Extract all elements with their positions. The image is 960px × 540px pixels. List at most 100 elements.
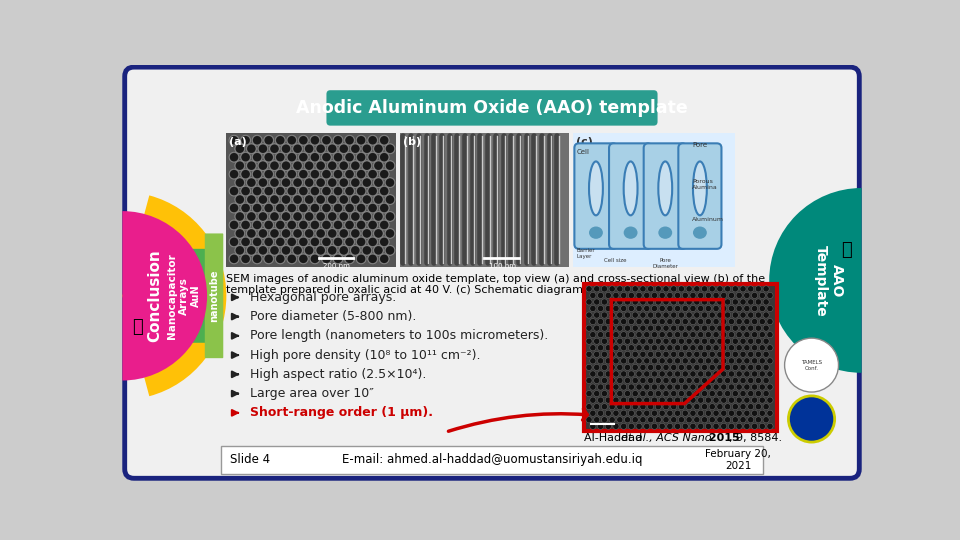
- Circle shape: [640, 392, 645, 396]
- Circle shape: [683, 359, 687, 363]
- Circle shape: [686, 339, 691, 343]
- Circle shape: [629, 333, 634, 337]
- FancyBboxPatch shape: [326, 90, 658, 126]
- Circle shape: [709, 339, 714, 343]
- Circle shape: [387, 196, 394, 203]
- Text: Barrier
Layer: Barrier Layer: [577, 248, 595, 259]
- Circle shape: [633, 313, 637, 318]
- Circle shape: [610, 352, 614, 356]
- Circle shape: [381, 187, 388, 194]
- Ellipse shape: [624, 161, 637, 215]
- Circle shape: [271, 145, 278, 152]
- Circle shape: [276, 221, 284, 228]
- Circle shape: [340, 145, 348, 152]
- Circle shape: [741, 326, 745, 330]
- Circle shape: [648, 352, 653, 356]
- Circle shape: [364, 145, 371, 152]
- Circle shape: [242, 255, 249, 262]
- Circle shape: [317, 213, 324, 220]
- Ellipse shape: [693, 226, 707, 239]
- Circle shape: [640, 378, 645, 383]
- Circle shape: [726, 339, 730, 343]
- Circle shape: [768, 372, 772, 376]
- Circle shape: [733, 326, 737, 330]
- Circle shape: [764, 378, 768, 383]
- Circle shape: [590, 319, 595, 324]
- Circle shape: [713, 306, 718, 311]
- Text: (a): (a): [229, 137, 247, 147]
- Circle shape: [629, 293, 634, 298]
- Circle shape: [375, 179, 382, 186]
- Circle shape: [358, 154, 365, 161]
- Circle shape: [305, 162, 313, 169]
- Circle shape: [375, 213, 382, 220]
- Circle shape: [288, 171, 296, 178]
- Circle shape: [667, 333, 672, 337]
- FancyBboxPatch shape: [573, 132, 734, 267]
- Circle shape: [713, 411, 718, 416]
- Circle shape: [358, 137, 365, 144]
- Circle shape: [633, 352, 637, 356]
- Circle shape: [709, 378, 714, 383]
- Circle shape: [587, 326, 591, 330]
- Circle shape: [375, 230, 382, 237]
- Circle shape: [749, 300, 753, 304]
- Circle shape: [663, 378, 668, 383]
- Ellipse shape: [589, 161, 603, 215]
- Circle shape: [328, 213, 336, 220]
- Circle shape: [741, 392, 745, 396]
- Circle shape: [323, 137, 330, 144]
- Circle shape: [679, 378, 684, 383]
- Circle shape: [253, 255, 260, 262]
- Circle shape: [334, 137, 342, 144]
- Circle shape: [625, 417, 630, 422]
- Circle shape: [387, 213, 394, 220]
- Circle shape: [610, 392, 614, 396]
- Circle shape: [288, 221, 296, 228]
- Circle shape: [760, 384, 764, 389]
- Circle shape: [648, 313, 653, 318]
- Circle shape: [644, 411, 649, 416]
- Circle shape: [328, 162, 336, 169]
- Circle shape: [730, 398, 733, 402]
- Circle shape: [613, 398, 618, 402]
- Circle shape: [756, 300, 760, 304]
- Circle shape: [644, 319, 649, 324]
- Circle shape: [698, 398, 703, 402]
- Circle shape: [282, 196, 290, 203]
- Circle shape: [667, 306, 672, 311]
- Circle shape: [587, 300, 591, 304]
- Circle shape: [648, 300, 653, 304]
- Circle shape: [617, 365, 622, 370]
- Circle shape: [660, 306, 664, 311]
- Circle shape: [288, 187, 296, 194]
- Circle shape: [745, 372, 749, 376]
- Circle shape: [271, 247, 278, 254]
- Circle shape: [328, 145, 336, 152]
- Circle shape: [288, 137, 296, 144]
- Circle shape: [741, 404, 745, 409]
- Text: Conclusion: Conclusion: [147, 249, 162, 342]
- Text: E-mail: ahmed.al-haddad@uomustansiriyah.edu.iq: E-mail: ahmed.al-haddad@uomustansiriyah.…: [342, 453, 642, 467]
- Circle shape: [352, 145, 359, 152]
- Circle shape: [709, 313, 714, 318]
- Circle shape: [370, 137, 376, 144]
- Circle shape: [633, 404, 637, 409]
- Circle shape: [347, 187, 353, 194]
- Circle shape: [722, 333, 726, 337]
- Circle shape: [606, 306, 611, 311]
- Circle shape: [683, 346, 687, 350]
- Circle shape: [760, 333, 764, 337]
- Circle shape: [613, 293, 618, 298]
- Circle shape: [282, 213, 290, 220]
- Text: Slide 4: Slide 4: [230, 453, 271, 467]
- Circle shape: [387, 179, 394, 186]
- Circle shape: [722, 293, 726, 298]
- Circle shape: [602, 417, 607, 422]
- Circle shape: [598, 359, 603, 363]
- Circle shape: [656, 339, 660, 343]
- Circle shape: [633, 326, 637, 330]
- Circle shape: [644, 398, 649, 402]
- Circle shape: [305, 145, 313, 152]
- Circle shape: [760, 359, 764, 363]
